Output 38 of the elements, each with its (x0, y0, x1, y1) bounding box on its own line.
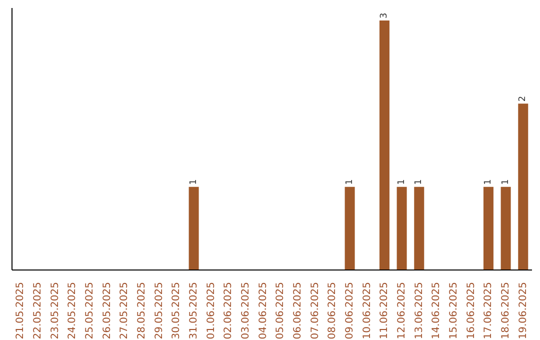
x-tick-label: 09.06.2025 (344, 282, 356, 340)
x-tick-label: 19.06.2025 (518, 282, 529, 340)
x-tick-label: 13.06.2025 (414, 282, 425, 340)
x-tick-label: 21.05.2025 (15, 282, 26, 340)
x-tick-label: 24.05.2025 (67, 282, 78, 340)
data-label: 1 (483, 179, 494, 185)
x-tick-label: 07.06.2025 (310, 282, 321, 340)
x-tick-label: 15.06.2025 (448, 282, 460, 340)
x-tick-label: 16.06.2025 (466, 282, 477, 340)
data-label: 1 (188, 179, 199, 185)
data-label: 1 (500, 179, 511, 185)
x-tick-label: 10.06.2025 (362, 282, 373, 340)
x-tick-label: 26.05.2025 (102, 282, 113, 340)
data-label: 3 (379, 12, 390, 18)
data-label: 1 (396, 179, 407, 185)
x-tick-label: 25.05.2025 (84, 282, 96, 340)
x-tick-label: 28.05.2025 (136, 282, 148, 340)
x-tick-label: 02.06.2025 (223, 282, 234, 340)
x-tick-label: 03.06.2025 (240, 282, 252, 340)
x-tick-label: 08.06.2025 (327, 282, 338, 340)
x-tick-label: 14.06.2025 (431, 282, 442, 340)
x-tick-label: 22.05.2025 (32, 282, 44, 340)
x-tick-label: 04.06.2025 (258, 282, 269, 340)
data-label: 1 (344, 179, 355, 185)
x-tick-label: 18.06.2025 (500, 282, 512, 340)
x-tick-label: 31.05.2025 (188, 282, 200, 340)
x-tick-label: 01.06.2025 (206, 282, 217, 340)
x-tick-label: 30.05.2025 (171, 282, 182, 340)
x-tick-label: 17.06.2025 (483, 282, 494, 340)
x-tick-label: 05.06.2025 (275, 282, 286, 340)
x-tick-label: 23.05.2025 (50, 282, 61, 340)
x-tick-label: 12.06.2025 (396, 282, 408, 340)
x-tick-label: 11.06.2025 (379, 282, 390, 340)
data-label: 2 (518, 96, 528, 102)
x-tick-label: 29.05.2025 (154, 282, 165, 340)
x-tick-label: 27.05.2025 (119, 282, 130, 340)
data-label: 1 (414, 179, 424, 185)
x-tick-label: 06.06.2025 (292, 282, 304, 340)
